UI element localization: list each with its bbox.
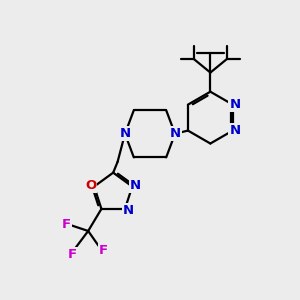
Text: N: N xyxy=(123,204,134,217)
Text: F: F xyxy=(61,218,71,231)
Text: N: N xyxy=(170,127,181,140)
Text: N: N xyxy=(130,178,141,191)
Text: F: F xyxy=(99,244,108,256)
Text: N: N xyxy=(229,124,240,137)
Text: F: F xyxy=(68,248,76,261)
Text: N: N xyxy=(120,127,131,140)
Text: O: O xyxy=(85,178,96,191)
Text: N: N xyxy=(229,98,240,111)
